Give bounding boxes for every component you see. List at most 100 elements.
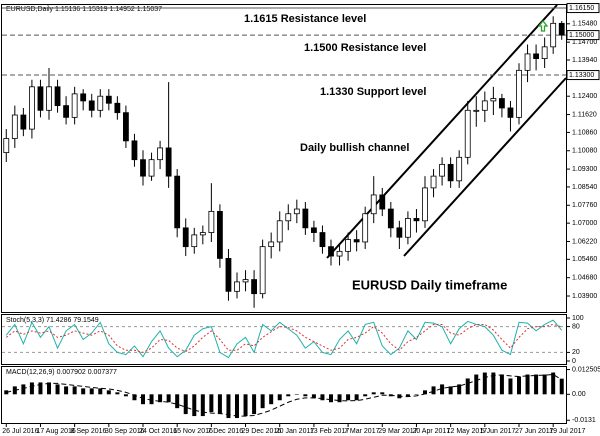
macd-bar <box>303 394 308 397</box>
candle-body <box>379 194 386 210</box>
candle-body <box>105 95 112 104</box>
macd-bar <box>491 372 496 395</box>
candle-body <box>353 239 360 243</box>
candle-body <box>516 69 522 118</box>
y-tick-label: 1.03900 <box>572 293 597 300</box>
macd-bar <box>158 394 163 403</box>
candle-body <box>140 159 146 177</box>
annotation: 1.1500 Resistance level <box>304 42 426 54</box>
annotation: 1.1330 Support level <box>320 86 426 98</box>
macd-bar <box>47 382 51 395</box>
macd-bar <box>243 394 248 417</box>
candle-body <box>302 208 309 229</box>
candle-body <box>251 279 257 295</box>
macd-bar <box>286 394 291 397</box>
candle-body <box>148 159 155 177</box>
y-tick-label: 1.08540 <box>572 184 597 191</box>
y-tick-label: 1.10860 <box>572 129 597 136</box>
x-tick-label: 29 Mar 2017 <box>378 428 417 435</box>
macd-bar <box>277 394 282 401</box>
level-label: 1.16150 <box>569 5 594 12</box>
macd-bar <box>517 376 521 395</box>
annotation: Daily bullish channel <box>300 142 409 154</box>
x-tick-label: 17 Aug 2016 <box>36 428 75 435</box>
candle-body <box>114 102 121 114</box>
macd-bar <box>123 394 128 397</box>
macd-bar <box>559 378 564 395</box>
annotation: EURUSD Daily timeframe <box>352 277 507 292</box>
candle-body <box>490 98 497 102</box>
x-tick-label: 12 May 2017 <box>447 428 488 435</box>
candle-body <box>123 112 129 142</box>
macd-bar <box>89 388 94 395</box>
macd-bar <box>465 378 470 395</box>
stoch-panel <box>1 314 567 365</box>
x-tick-label: 7 Dec 2016 <box>207 428 243 435</box>
level-box <box>566 30 600 41</box>
macd-bar <box>474 374 479 395</box>
candle-body <box>3 138 10 154</box>
macd-title: MACD(12,26,9) 0.007902 0.007377 <box>6 369 117 376</box>
candle-body <box>550 22 557 48</box>
macd-bar <box>371 392 376 395</box>
y-tick-label: 1.10080 <box>572 148 597 155</box>
macd-bar <box>448 386 453 395</box>
candle-body <box>191 234 198 248</box>
candle-body <box>63 105 69 118</box>
macd-bar <box>260 394 265 409</box>
candle-body <box>37 86 44 111</box>
macd-bar <box>98 388 103 395</box>
level-label: 1.15000 <box>569 32 594 39</box>
candle-body <box>268 241 275 248</box>
x-tick-label: 20 Apr 2017 <box>412 428 450 435</box>
macd-bar <box>542 374 547 395</box>
y-tick-label: 1.07000 <box>572 220 597 227</box>
candle-body <box>533 53 539 59</box>
macd-bar <box>431 386 436 395</box>
macd-bar <box>166 394 171 403</box>
macd-bar <box>294 394 299 395</box>
candle-body <box>165 147 172 177</box>
macd-bar <box>414 394 419 395</box>
level-box <box>566 3 600 14</box>
y-tick-label: 100 <box>572 315 584 322</box>
stoch-line <box>5 323 562 353</box>
candle-body <box>217 210 223 259</box>
candle-body <box>405 218 411 238</box>
y-tick-label: 0 <box>572 358 576 365</box>
candle-body <box>182 227 189 248</box>
level-box <box>566 70 600 81</box>
y-tick-label: 1.07760 <box>572 202 597 209</box>
candle-body <box>387 208 394 229</box>
x-tick-label: 30 Sep 2016 <box>105 428 145 435</box>
candle-body <box>336 250 343 257</box>
candle-body <box>276 220 283 243</box>
macd-bar <box>38 382 43 395</box>
candle-body <box>456 156 463 182</box>
macd-bar <box>141 394 145 405</box>
macd-bar <box>337 394 342 403</box>
macd-bar <box>346 394 351 401</box>
macd-bar <box>482 372 487 395</box>
candle-body <box>345 239 351 252</box>
candle-body <box>285 213 292 222</box>
macd-bar <box>423 390 427 395</box>
chart-title: EURUSD,Daily 1.15136 1.15319 1.14952 1.1… <box>6 6 162 13</box>
x-tick-label: 15 Nov 2016 <box>173 428 213 435</box>
x-tick-label: 20 Jan 2017 <box>276 428 315 435</box>
channel-lower <box>403 77 567 257</box>
macd-bar <box>21 384 26 395</box>
candle-body <box>225 258 232 292</box>
macd-bar <box>226 394 231 419</box>
candle-body <box>71 93 78 118</box>
y-tick-label: -0.0131 <box>572 417 596 424</box>
macd-bar <box>81 388 86 395</box>
candle-body <box>447 163 454 182</box>
macd-bar <box>55 384 60 395</box>
y-tick-label: 1.06220 <box>572 238 597 245</box>
candle-body <box>464 109 471 158</box>
macd-bar <box>235 394 239 419</box>
macd-bar <box>354 394 359 401</box>
candle-body <box>157 147 163 161</box>
